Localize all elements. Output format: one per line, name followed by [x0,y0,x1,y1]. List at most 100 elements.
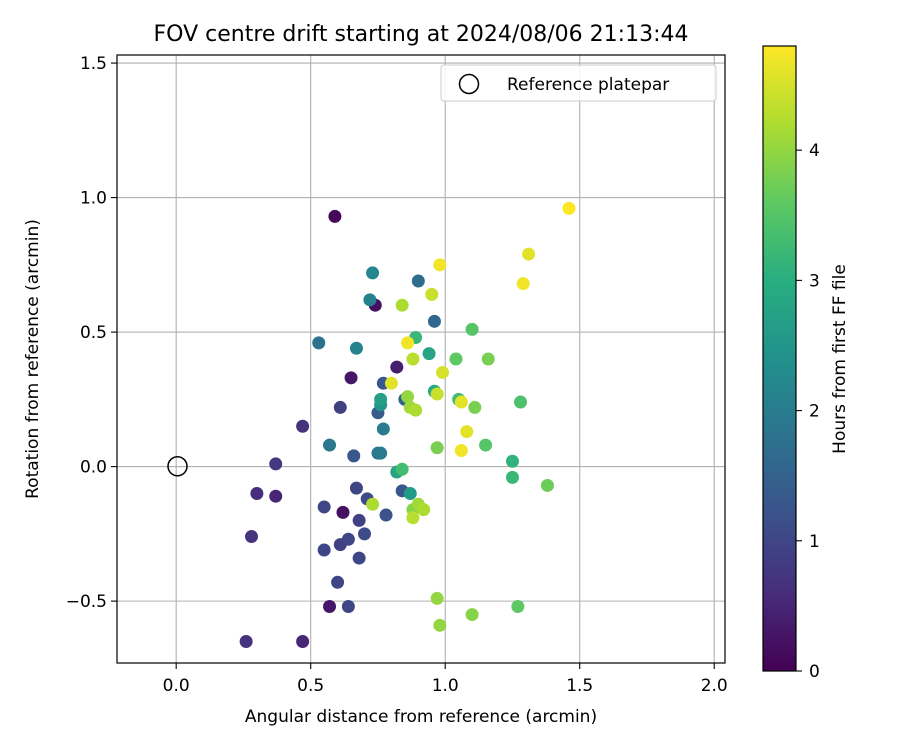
colorbar-tick-label: 3 [809,271,820,291]
x-tick-label: 0.0 [163,676,190,696]
scatter-point [349,341,363,355]
scatter-point [481,352,495,366]
scatter-point [239,634,253,648]
scatter-point [390,360,404,374]
legend-label: Reference platepar [507,75,669,95]
colorbar-tick-label: 1 [809,532,820,552]
scatter-point [430,591,444,605]
scatter-point [436,365,450,379]
scatter-point [245,530,259,544]
scatter-point [427,314,441,328]
scatter-point [376,422,390,436]
scatter-point [505,470,519,484]
y-tick-label: 1.5 [80,54,107,74]
scatter-point [317,500,331,514]
scatter-point [406,352,420,366]
scatter-point [406,511,420,525]
legend-marker-icon [458,73,480,95]
scatter-point [363,293,377,307]
x-axis-label: Angular distance from reference (arcmin) [245,707,597,727]
scatter-point [511,600,525,614]
scatter-point [465,322,479,336]
colorbar-gradient [762,45,797,672]
scatter-point [430,387,444,401]
legend-box [440,64,717,102]
scatter-point [422,347,436,361]
scatter-point [296,419,310,433]
scatter-point [401,390,415,404]
scatter-point [468,400,482,414]
y-tick-label: 1.0 [80,189,107,209]
scatter-point [479,438,493,452]
scatter-point [409,403,423,417]
scatter-point [540,478,554,492]
scatter-point [341,532,355,546]
legend: Reference platepar [440,64,717,102]
y-axis-ticks: −0.5 0.0 0.5 1.0 1.5 [66,54,117,612]
scatter-point [344,371,358,385]
scatter-point [317,543,331,557]
x-axis-ticks: 0.0 0.5 1.0 1.5 2.0 [163,663,728,696]
scatter-point [336,505,350,519]
x-tick-label: 2.0 [701,676,728,696]
y-tick-label: −0.5 [66,592,107,612]
scatter-point [352,551,366,565]
x-tick-label: 0.5 [297,676,324,696]
scatter-point [358,527,372,541]
x-tick-label: 1.5 [566,676,593,696]
scatter-point [562,201,576,215]
scatter-point [522,247,536,261]
scatter-point [374,446,388,460]
grid-lines [117,55,725,663]
scatter-point [430,441,444,455]
colorbar-tick-label: 0 [809,662,820,682]
scatter-point [366,266,380,280]
scatter-point [366,497,380,511]
scatter-point [505,454,519,468]
scatter-point [514,395,528,409]
scatter-point [425,287,439,301]
scatter-point [417,503,431,517]
scatter-point [312,336,326,350]
scatter-point [401,336,415,350]
y-axis-label: Rotation from reference (arcmin) [23,219,43,499]
scatter-point [379,508,393,522]
scatter-point [460,425,474,439]
scatter-point [323,438,337,452]
colorbar-tick-label: 2 [809,402,820,422]
x-tick-label: 1.0 [432,676,459,696]
scatter-point [269,457,283,471]
colorbar-ticks: 0 1 2 3 4 [796,141,820,682]
scatter-point [403,487,417,501]
scatter-point [384,376,398,390]
plot-frame [116,54,726,664]
scatter-point [331,575,345,589]
scatter-point [454,395,468,409]
scatter-point [349,481,363,495]
scatter-point [250,487,264,501]
scatter-point [395,462,409,476]
scatter-point [296,634,310,648]
scatter-point [454,443,468,457]
y-tick-label: 0.0 [80,458,107,478]
scatter-point [433,618,447,632]
scatter-point [347,449,361,463]
y-tick-label: 0.5 [80,323,107,343]
scatter-point [516,277,530,291]
scatter-point [341,600,355,614]
scatter-point [352,513,366,527]
scatter-point [433,258,447,272]
scatter-point [449,352,463,366]
data-points [239,201,576,648]
colorbar-tick-label: 4 [809,141,820,161]
colorbar-label: Hours from first FF file [830,264,850,454]
scatter-point [374,392,388,406]
scatter-point [465,608,479,622]
scatter-point [328,209,342,223]
scatter-point [395,298,409,312]
scatter-point [411,274,425,288]
scatter-point [323,600,337,614]
reference-point-marker [167,456,188,477]
colorbar: 0 1 2 3 4 Hours from first FF file [762,45,850,682]
